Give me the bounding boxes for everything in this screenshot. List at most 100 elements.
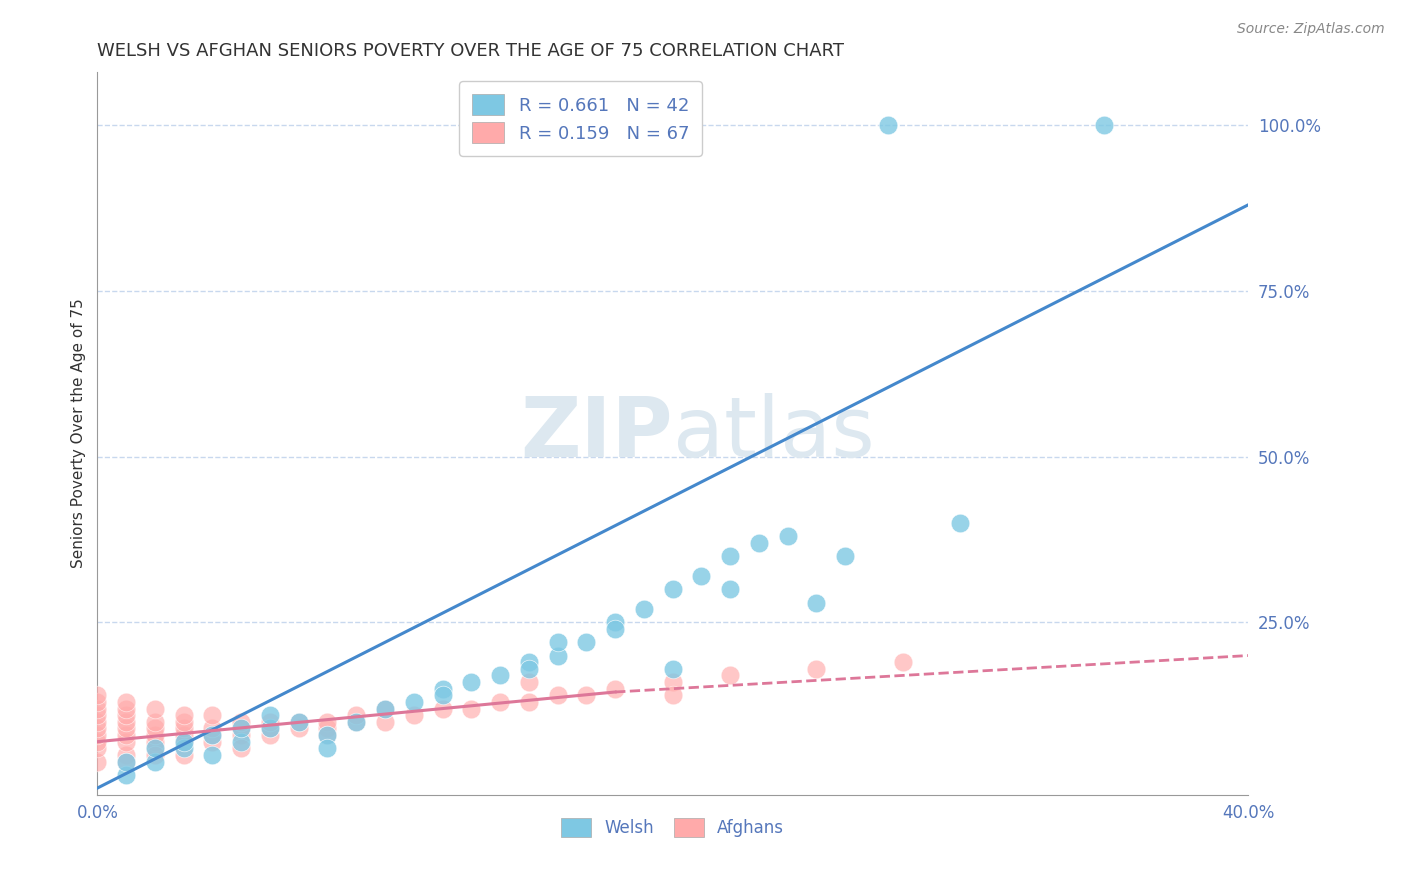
Point: [259, 714, 281, 729]
Point: [460, 701, 482, 715]
Point: [231, 722, 253, 736]
Point: [316, 728, 339, 742]
Point: [201, 728, 224, 742]
Point: [575, 635, 598, 649]
Point: [143, 747, 166, 762]
Point: [201, 747, 224, 762]
Point: [231, 722, 253, 736]
Point: [287, 714, 309, 729]
Point: [432, 701, 454, 715]
Point: [489, 695, 512, 709]
Point: [115, 755, 138, 769]
Point: [143, 741, 166, 756]
Point: [661, 688, 683, 702]
Point: [344, 714, 367, 729]
Point: [143, 728, 166, 742]
Point: [86, 688, 108, 702]
Text: Source: ZipAtlas.com: Source: ZipAtlas.com: [1237, 22, 1385, 37]
Point: [86, 701, 108, 715]
Point: [517, 695, 540, 709]
Point: [402, 695, 425, 709]
Point: [776, 529, 799, 543]
Point: [143, 714, 166, 729]
Point: [344, 708, 367, 723]
Point: [344, 714, 367, 729]
Point: [231, 714, 253, 729]
Point: [173, 728, 195, 742]
Point: [173, 734, 195, 748]
Point: [115, 755, 138, 769]
Point: [201, 734, 224, 748]
Text: WELSH VS AFGHAN SENIORS POVERTY OVER THE AGE OF 75 CORRELATION CHART: WELSH VS AFGHAN SENIORS POVERTY OVER THE…: [97, 42, 845, 60]
Point: [806, 662, 828, 676]
Point: [143, 734, 166, 748]
Point: [86, 755, 108, 769]
Point: [173, 734, 195, 748]
Point: [1092, 119, 1115, 133]
Point: [115, 728, 138, 742]
Point: [201, 728, 224, 742]
Point: [115, 708, 138, 723]
Point: [115, 701, 138, 715]
Point: [877, 119, 900, 133]
Point: [259, 722, 281, 736]
Text: atlas: atlas: [672, 393, 875, 474]
Point: [661, 675, 683, 690]
Point: [718, 582, 741, 597]
Y-axis label: Seniors Poverty Over the Age of 75: Seniors Poverty Over the Age of 75: [72, 299, 86, 568]
Point: [316, 741, 339, 756]
Point: [115, 722, 138, 736]
Point: [143, 722, 166, 736]
Point: [748, 536, 770, 550]
Point: [86, 695, 108, 709]
Point: [86, 708, 108, 723]
Point: [316, 722, 339, 736]
Point: [231, 734, 253, 748]
Point: [231, 741, 253, 756]
Point: [287, 714, 309, 729]
Point: [173, 747, 195, 762]
Point: [432, 681, 454, 696]
Point: [891, 655, 914, 669]
Point: [949, 516, 972, 530]
Point: [489, 668, 512, 682]
Point: [517, 662, 540, 676]
Point: [201, 722, 224, 736]
Point: [86, 728, 108, 742]
Point: [173, 714, 195, 729]
Point: [86, 734, 108, 748]
Point: [173, 722, 195, 736]
Point: [287, 722, 309, 736]
Point: [517, 675, 540, 690]
Point: [231, 728, 253, 742]
Point: [86, 741, 108, 756]
Point: [432, 688, 454, 702]
Legend: Welsh, Afghans: Welsh, Afghans: [554, 812, 792, 844]
Point: [316, 714, 339, 729]
Text: ZIP: ZIP: [520, 393, 672, 474]
Point: [605, 615, 627, 630]
Point: [259, 708, 281, 723]
Point: [661, 662, 683, 676]
Point: [374, 714, 396, 729]
Point: [806, 595, 828, 609]
Point: [143, 755, 166, 769]
Point: [316, 728, 339, 742]
Point: [115, 734, 138, 748]
Point: [173, 741, 195, 756]
Point: [605, 681, 627, 696]
Point: [115, 768, 138, 782]
Point: [547, 635, 569, 649]
Point: [86, 714, 108, 729]
Point: [718, 549, 741, 563]
Point: [115, 747, 138, 762]
Point: [86, 722, 108, 736]
Point: [605, 622, 627, 636]
Point: [143, 701, 166, 715]
Point: [547, 688, 569, 702]
Point: [460, 675, 482, 690]
Point: [259, 728, 281, 742]
Point: [633, 602, 655, 616]
Point: [173, 708, 195, 723]
Point: [402, 708, 425, 723]
